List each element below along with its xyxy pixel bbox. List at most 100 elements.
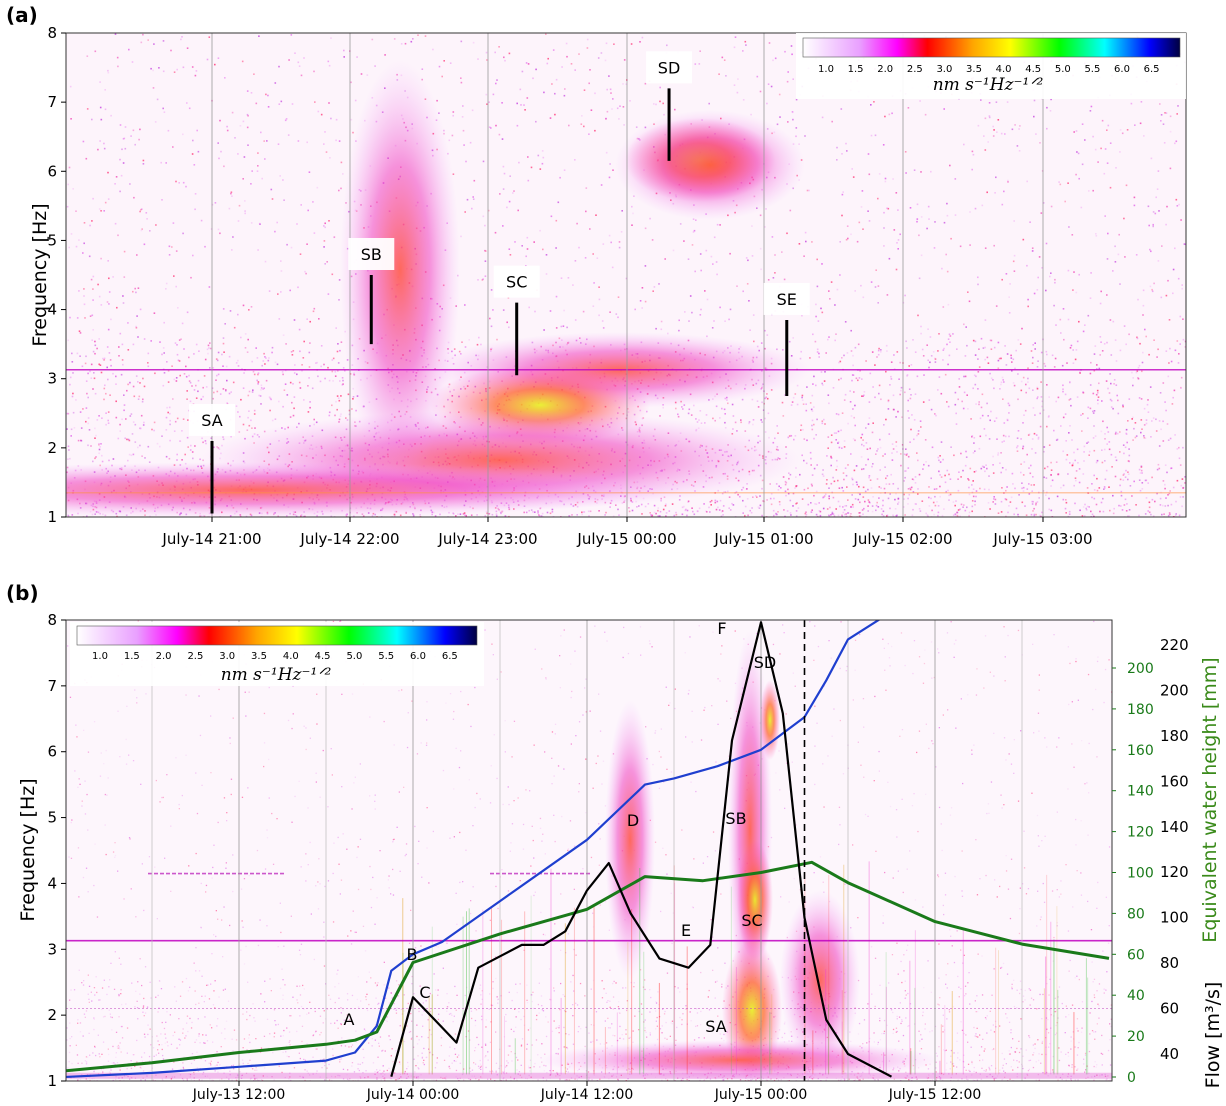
spectrogram-texture — [963, 391, 966, 394]
spectrogram-texture — [1068, 513, 1071, 515]
spectrogram-texture — [150, 67, 152, 70]
spectrogram-texture — [586, 47, 589, 49]
spectrogram-texture — [1033, 432, 1036, 435]
spectrogram-texture — [907, 399, 909, 402]
spectrogram-texture — [821, 420, 824, 422]
spectrogram-texture — [768, 436, 770, 439]
spectrogram-texture — [787, 488, 789, 491]
spectrogram-texture — [860, 284, 862, 287]
spectrogram-texture — [651, 239, 654, 241]
spectrogram-texture — [1164, 483, 1166, 486]
spectrogram-texture — [551, 83, 553, 85]
spectrogram-texture — [1119, 349, 1122, 352]
spectrogram-texture — [883, 227, 885, 229]
spectrogram-texture — [913, 438, 915, 441]
spectrogram-texture — [852, 176, 855, 178]
spectrogram-texture — [971, 168, 973, 171]
spectrogram-texture — [995, 417, 998, 419]
spectrogram-texture — [186, 390, 188, 392]
spectrogram-texture — [1102, 497, 1104, 500]
spectrogram-texture — [525, 62, 528, 64]
spectrogram-texture — [181, 322, 184, 325]
spectrogram-texture — [593, 282, 595, 284]
spectrogram-texture — [508, 52, 511, 55]
spectrogram-texture — [94, 392, 97, 395]
spectrogram-texture — [791, 401, 794, 403]
spectrogram-texture — [845, 515, 848, 517]
spectrogram-texture — [1117, 412, 1120, 415]
spectrogram-texture — [982, 347, 985, 349]
spectrogram-texture — [914, 476, 917, 478]
spectrogram-texture — [977, 283, 979, 286]
spectrogram-texture — [124, 437, 126, 440]
spectrogram-texture — [520, 104, 522, 106]
spectrogram-texture — [1167, 514, 1170, 517]
spectrogram-texture — [203, 375, 206, 377]
spectrogram-texture — [1158, 467, 1161, 470]
spectrogram-texture — [519, 88, 522, 91]
spectrogram-texture — [85, 355, 87, 358]
spectrogram-texture — [920, 325, 922, 328]
spectrogram-texture — [1166, 423, 1169, 425]
spectrogram-texture — [67, 445, 70, 448]
spectrogram-texture — [1075, 291, 1078, 294]
spectrogram-texture — [1115, 384, 1118, 386]
spectrogram-texture — [732, 504, 735, 506]
spectrogram-texture — [476, 343, 479, 346]
spectrogram-texture — [1035, 502, 1037, 505]
spectrogram-texture — [804, 231, 807, 234]
spectrogram-texture — [462, 105, 464, 107]
spectrogram-texture — [588, 82, 590, 85]
spectrogram-texture — [1090, 105, 1093, 108]
spectrogram-texture — [209, 347, 212, 350]
spectrogram-texture — [878, 392, 880, 395]
spectrogram-texture — [142, 377, 144, 380]
spectrogram-texture — [1021, 487, 1023, 490]
spectrogram-texture — [560, 277, 563, 279]
spectrogram-texture — [801, 498, 804, 500]
spectrogram-texture — [204, 440, 207, 442]
spectrogram-texture — [132, 385, 135, 388]
spectrogram-texture — [154, 372, 156, 375]
spectrogram-texture — [1078, 177, 1080, 180]
spectrogram-texture — [957, 489, 960, 492]
spectrogram-texture — [889, 493, 891, 495]
spectrogram-texture — [715, 405, 718, 408]
spectrogram-texture — [107, 411, 110, 413]
spectrogram-texture — [1100, 501, 1103, 504]
spectrogram-texture — [1045, 289, 1047, 292]
spectrogram-texture — [148, 461, 151, 463]
spectrogram-texture — [981, 414, 984, 417]
spectrogram-texture — [1140, 398, 1143, 400]
spectrogram-texture — [922, 468, 924, 470]
spectrogram-texture — [488, 101, 490, 103]
spectrogram-texture — [821, 382, 823, 385]
spectrogram-texture — [947, 405, 950, 408]
spectrogram-texture — [121, 343, 124, 346]
spectrogram-texture — [109, 359, 112, 361]
spectrogram-texture — [827, 447, 829, 449]
spectrogram-texture — [824, 423, 826, 425]
spectrogram-texture — [1102, 420, 1104, 423]
spectrogram-texture — [1028, 467, 1030, 469]
spectrogram-texture — [1069, 425, 1071, 427]
spectrogram-texture — [1175, 500, 1177, 503]
spectrogram-texture — [132, 453, 135, 456]
spectrogram-texture — [484, 224, 486, 227]
spectrogram-texture — [890, 378, 893, 380]
spectrogram-texture — [283, 199, 285, 201]
spectrogram-texture — [537, 512, 539, 514]
spectrogram-texture — [1162, 504, 1164, 507]
spectrogram-texture — [327, 60, 330, 63]
spectrogram-texture — [1127, 420, 1129, 422]
spectrogram-texture — [724, 421, 726, 424]
spectrogram-texture — [937, 389, 939, 391]
spectrogram-texture — [502, 225, 504, 227]
spectrogram-texture — [644, 82, 647, 85]
spectrogram-texture — [256, 170, 259, 172]
spectrogram-texture — [929, 336, 932, 338]
spectrogram-texture — [812, 383, 814, 385]
spectrogram-texture — [308, 171, 311, 173]
spectrogram-texture — [706, 511, 708, 513]
spectrogram-texture — [88, 429, 91, 431]
